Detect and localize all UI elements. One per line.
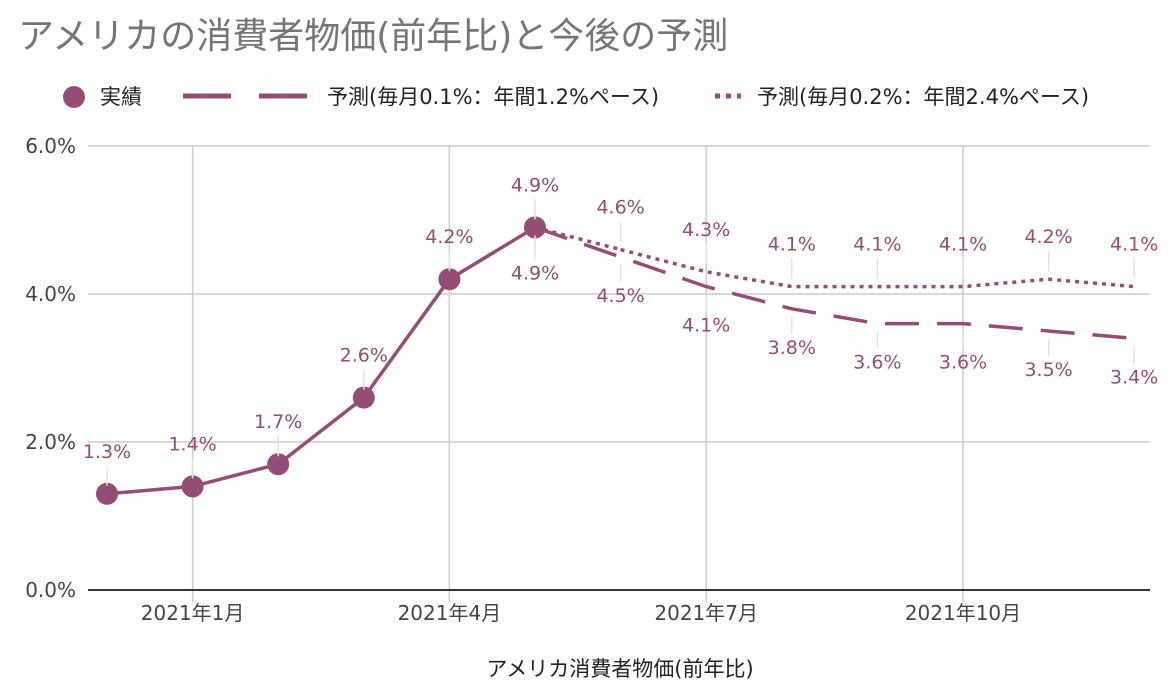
data-label: 4.2% xyxy=(425,226,473,248)
series-line-1 xyxy=(534,225,1135,341)
data-label: 4.1% xyxy=(682,315,730,337)
series-line-0 xyxy=(106,225,536,496)
x-tick-label: 2021年4月 xyxy=(398,601,502,625)
data-label: 3.4% xyxy=(1110,366,1158,388)
gridlines xyxy=(88,145,1150,602)
data-label: 3.8% xyxy=(768,337,816,359)
data-point-actual xyxy=(524,216,546,239)
data-label: 4.9% xyxy=(511,174,559,196)
x-tick-label: 2021年7月 xyxy=(654,601,758,625)
data-label: 4.1% xyxy=(853,234,901,256)
data-label: 4.1% xyxy=(1110,234,1158,256)
data-point-actual xyxy=(267,453,290,476)
data-label: 2.6% xyxy=(340,345,388,367)
data-point-actual xyxy=(352,386,375,409)
data-label: 3.6% xyxy=(939,352,987,374)
data-labels: 1.3% 1.4% 1.7% 2.6% 4.2% 4.9% 4.9% 4.5% 4.1% 3.8%… xyxy=(83,174,1158,486)
data-point-actual xyxy=(181,475,204,498)
legend-label-forecast-1: 予測(毎月0.1%：年間1.2%ペース) xyxy=(327,85,659,109)
data-label: 3.5% xyxy=(1024,359,1072,381)
series-line-2 xyxy=(620,247,1135,289)
legend-label-actual: 実績 xyxy=(100,85,142,109)
legend: 実績 予測(毎月0.1%：年間1.2%ペース) 予測(毎月0.2%：年間2.4%… xyxy=(63,85,1089,109)
series-lines xyxy=(106,225,1135,496)
data-point-actual xyxy=(438,268,461,291)
data-label: 4.5% xyxy=(596,285,644,307)
data-label: 4.2% xyxy=(1024,226,1072,248)
legend-marker-actual xyxy=(63,86,85,108)
legend-label-forecast-2: 予測(毎月0.2%：年間2.4%ペース) xyxy=(757,85,1089,109)
y-tick-label: 4.0% xyxy=(25,282,76,306)
data-point-actual xyxy=(96,482,118,505)
series-markers xyxy=(96,216,546,505)
y-tick-label: 0.0% xyxy=(25,578,76,602)
data-label: 1.4% xyxy=(168,433,216,455)
data-label: 4.1% xyxy=(939,234,987,256)
data-label: 4.9% xyxy=(511,262,559,284)
x-tick-label: 2021年10月 xyxy=(905,601,1021,625)
data-label: 4.1% xyxy=(768,234,816,256)
data-label: 1.3% xyxy=(83,441,131,463)
x-axis-title: アメリカ消費者物価(前年比) xyxy=(486,657,753,681)
data-label: 4.6% xyxy=(596,197,644,219)
chart-title: アメリカの消費者物価(前年比)と今後の予測 xyxy=(18,16,728,57)
series-line-2-connector xyxy=(534,225,622,252)
y-tick-label: 6.0% xyxy=(25,134,76,158)
x-tick-label: 2021年1月 xyxy=(141,601,245,625)
tick-labels: 0.0% 2.0% 4.0% 6.0% 2021年1月 2021年4月 2021年7月 202… xyxy=(25,134,1021,625)
data-label: 1.7% xyxy=(254,411,302,433)
y-tick-label: 2.0% xyxy=(25,430,76,454)
data-label: 3.6% xyxy=(853,352,901,374)
data-label: 4.3% xyxy=(682,219,730,241)
